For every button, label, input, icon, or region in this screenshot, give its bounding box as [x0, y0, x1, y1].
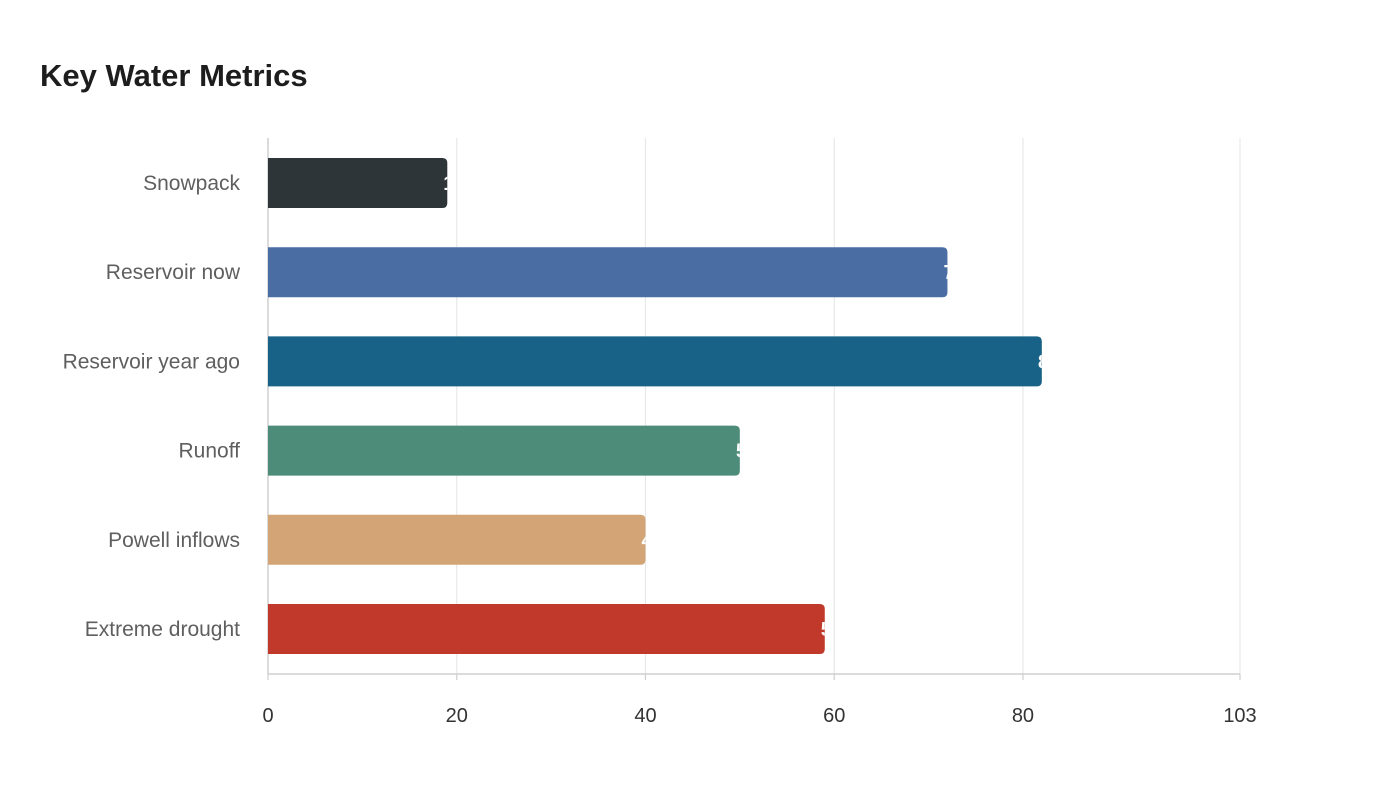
x-tick-label: 40	[634, 705, 656, 727]
bar	[268, 425, 740, 476]
bar	[268, 604, 825, 654]
x-tick-label: 0	[262, 705, 273, 727]
axes	[267, 138, 1241, 680]
value-label: 7	[943, 262, 954, 284]
category-label: Snowpack	[143, 172, 240, 195]
category-label: Runoff	[179, 440, 241, 463]
category-label: Extreme drought	[85, 618, 240, 641]
value-label: 5	[821, 619, 832, 641]
x-tick-label: 60	[823, 705, 845, 727]
category-label: Reservoir year ago	[63, 350, 240, 373]
x-tick-label: 20	[446, 705, 468, 727]
category-label: Powell inflows	[108, 529, 240, 552]
value-label: 5	[736, 441, 747, 463]
bar	[268, 336, 1042, 387]
value-label: 8	[1038, 351, 1049, 373]
bars	[268, 158, 1042, 654]
bar	[268, 247, 948, 298]
bar	[268, 158, 448, 208]
chart-title: Key Water Metrics	[40, 58, 308, 93]
category-label: Reservoir now	[106, 261, 241, 284]
value-label: 1	[443, 173, 454, 195]
x-tick-label: 103	[1223, 705, 1256, 727]
bar	[268, 514, 646, 565]
x-tick-label: 80	[1012, 705, 1034, 727]
labels: 0 20 40 60 80 103 Snowpack 1 Reservoir now 7 Reser…	[63, 172, 1257, 727]
value-label: 4	[641, 530, 653, 552]
gridlines	[456, 138, 1241, 674]
